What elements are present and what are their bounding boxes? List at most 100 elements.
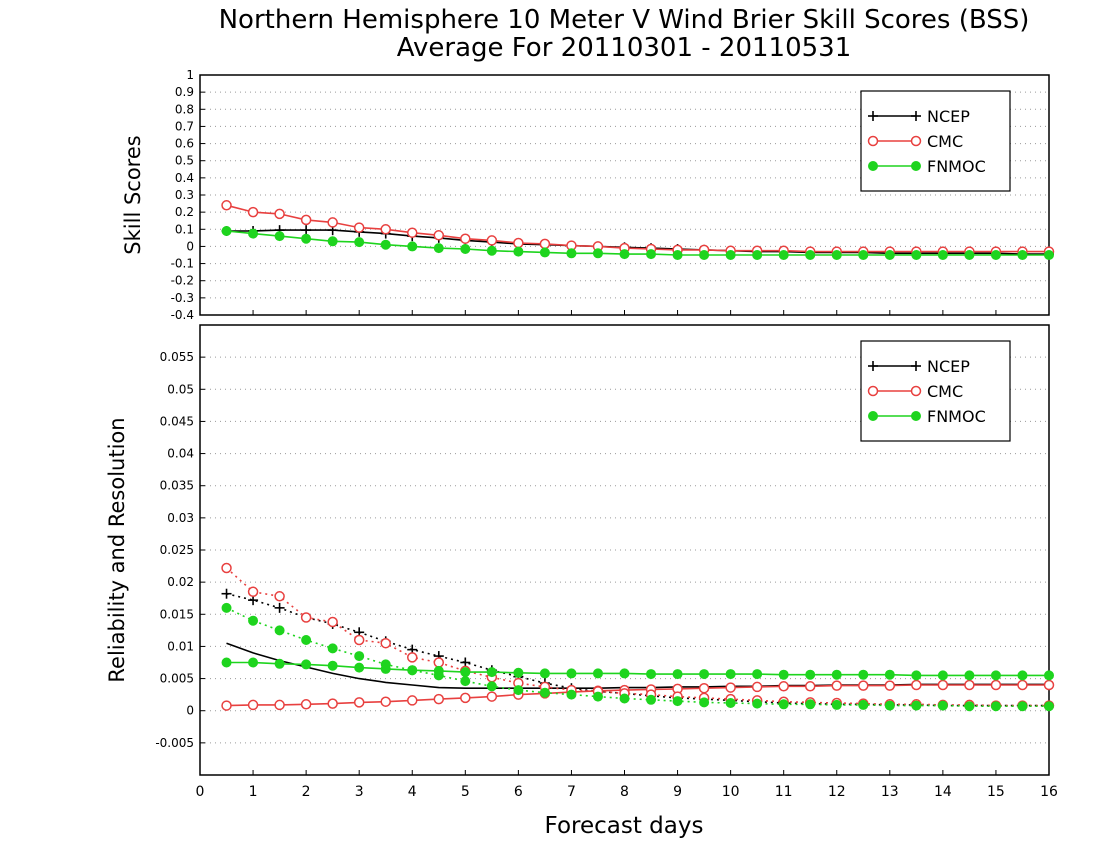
x-tick-label: 6 bbox=[514, 784, 523, 800]
x-axis-label: Forecast days bbox=[545, 813, 704, 839]
data-point bbox=[698, 682, 710, 694]
data-point bbox=[539, 668, 550, 679]
data-point bbox=[248, 657, 259, 668]
y-tick-label: 0.3 bbox=[175, 188, 194, 202]
data-point bbox=[247, 206, 259, 218]
data-point bbox=[221, 602, 232, 613]
x-tick-label: 15 bbox=[987, 784, 1005, 800]
series-ncep-reliability-line bbox=[226, 642, 1049, 690]
legend-marker bbox=[867, 385, 879, 397]
x-tick-label: 1 bbox=[249, 784, 258, 800]
data-point bbox=[831, 680, 842, 691]
data-point bbox=[672, 696, 683, 707]
data-point bbox=[221, 588, 232, 599]
data-point bbox=[752, 669, 763, 680]
data-point bbox=[911, 700, 922, 711]
legend-marker bbox=[910, 135, 922, 147]
legend-item-cmc: CMC bbox=[867, 132, 963, 151]
data-point bbox=[380, 696, 391, 707]
y-axis-label: Skill Scores bbox=[121, 135, 145, 254]
legend-item-fnmoc: FNMOC bbox=[868, 157, 986, 176]
x-tick-label: 4 bbox=[408, 784, 417, 800]
data-point bbox=[566, 689, 577, 700]
legend-marker bbox=[911, 411, 921, 421]
data-point bbox=[513, 246, 524, 257]
data-point bbox=[672, 669, 683, 680]
data-point bbox=[248, 615, 259, 626]
data-point bbox=[221, 562, 232, 574]
y-tick-label: 0.8 bbox=[175, 102, 194, 116]
data-point bbox=[354, 651, 365, 662]
legend-label: NCEP bbox=[927, 357, 970, 376]
data-point bbox=[858, 699, 869, 710]
plot-frame bbox=[199, 324, 1050, 776]
legend-item-ncep: NCEP bbox=[868, 357, 970, 376]
data-point bbox=[539, 238, 551, 250]
data-point bbox=[221, 226, 232, 236]
x-tick-label: 9 bbox=[673, 784, 682, 800]
data-point bbox=[380, 239, 391, 250]
data-point bbox=[778, 699, 789, 710]
legend-marker bbox=[911, 111, 921, 121]
y-tick-label: 0.055 bbox=[160, 350, 194, 364]
y-tick-label: 0 bbox=[186, 704, 194, 718]
legend: NCEP CMC FNMOC bbox=[860, 90, 1011, 192]
legend-marker bbox=[910, 385, 922, 397]
data-point bbox=[486, 691, 498, 702]
data-point bbox=[353, 697, 365, 708]
data-point bbox=[301, 225, 312, 236]
data-point bbox=[911, 250, 922, 260]
chart-title-line-1: Northern Hemisphere 10 Meter V Wind Brie… bbox=[219, 5, 1030, 35]
y-tick-label: 0.4 bbox=[175, 171, 194, 185]
data-point bbox=[354, 662, 365, 673]
data-point bbox=[274, 602, 285, 613]
data-point bbox=[486, 245, 497, 256]
series-ncep-resolution-markers bbox=[221, 588, 1054, 711]
legend-marker bbox=[868, 411, 878, 421]
data-point bbox=[354, 237, 365, 248]
data-point bbox=[301, 659, 312, 670]
data-point bbox=[327, 217, 338, 228]
legend-label: CMC bbox=[927, 132, 963, 151]
data-point bbox=[566, 248, 577, 259]
data-point bbox=[513, 685, 524, 696]
data-point bbox=[752, 250, 763, 260]
data-point bbox=[699, 669, 710, 680]
data-point bbox=[274, 591, 285, 602]
x-tick-label: 3 bbox=[355, 784, 364, 800]
y-tick-label: 0.5 bbox=[175, 154, 194, 168]
data-point bbox=[539, 247, 550, 258]
data-point bbox=[805, 669, 816, 680]
y-tick-label: 0.2 bbox=[175, 205, 194, 219]
data-point bbox=[380, 224, 391, 235]
data-point bbox=[407, 652, 418, 663]
data-point bbox=[1044, 670, 1054, 681]
data-point bbox=[327, 698, 338, 709]
data-point bbox=[1044, 250, 1054, 260]
y-tick-label: 0.1 bbox=[175, 222, 194, 236]
data-point bbox=[858, 669, 869, 680]
x-tick-label: 14 bbox=[934, 784, 952, 800]
data-point bbox=[380, 637, 391, 649]
legend-marker bbox=[867, 135, 879, 147]
legend-item-ncep: NCEP bbox=[868, 107, 970, 126]
data-point bbox=[964, 670, 975, 681]
legend-label: CMC bbox=[927, 382, 963, 401]
x-tick-label: 8 bbox=[620, 784, 629, 800]
series-fnmoc-reliability-markers bbox=[221, 657, 1054, 681]
data-point bbox=[990, 701, 1001, 712]
legend-label: FNMOC bbox=[927, 407, 986, 426]
y-tick-label: -0.3 bbox=[171, 291, 194, 305]
data-point bbox=[327, 643, 338, 654]
data-point bbox=[407, 665, 418, 676]
y-tick-label: 0.01 bbox=[167, 639, 194, 653]
data-point bbox=[937, 679, 949, 691]
y-tick-label: 0.6 bbox=[175, 137, 194, 151]
data-point bbox=[990, 670, 1001, 681]
y-tick-label: 0.025 bbox=[160, 543, 194, 557]
data-point bbox=[300, 214, 312, 226]
data-point bbox=[486, 667, 497, 678]
data-point bbox=[433, 230, 445, 241]
x-tick-label: 11 bbox=[775, 784, 793, 800]
